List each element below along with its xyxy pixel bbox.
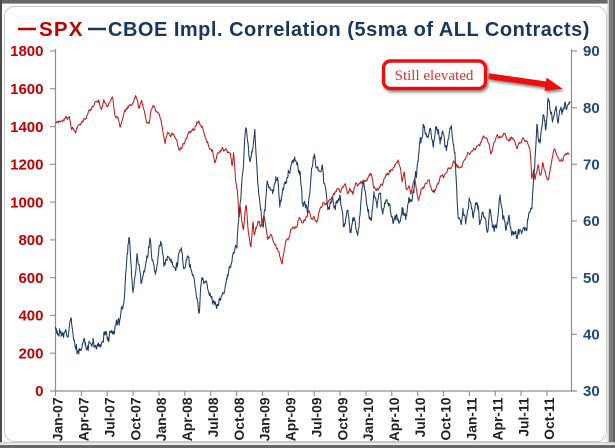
svg-text:Jul-08: Jul-08 (206, 397, 221, 437)
svg-text:50: 50 (583, 270, 600, 287)
svg-text:Jul-11: Jul-11 (516, 397, 531, 436)
svg-text:Oct-08: Oct-08 (232, 397, 247, 440)
svg-text:Jan-10: Jan-10 (361, 397, 376, 441)
svg-text:Oct-11: Oct-11 (542, 397, 557, 440)
svg-text:Jul-10: Jul-10 (413, 397, 428, 437)
svg-text:Apr-11: Apr-11 (491, 397, 506, 440)
svg-text:1000: 1000 (10, 194, 43, 211)
svg-text:Apr-08: Apr-08 (180, 397, 195, 441)
svg-text:0: 0 (35, 383, 43, 400)
svg-text:Oct-10: Oct-10 (439, 397, 454, 440)
svg-text:Apr-07: Apr-07 (77, 397, 92, 441)
svg-text:Oct-07: Oct-07 (128, 397, 143, 440)
svg-text:1600: 1600 (10, 81, 43, 98)
svg-text:800: 800 (18, 232, 43, 249)
svg-text:70: 70 (583, 157, 600, 174)
svg-text:Oct-09: Oct-09 (335, 397, 350, 440)
svg-text:80: 80 (583, 100, 600, 117)
svg-text:Apr-09: Apr-09 (284, 397, 299, 441)
svg-text:60: 60 (583, 213, 600, 230)
svg-text:600: 600 (18, 270, 43, 287)
svg-text:Jan-08: Jan-08 (154, 397, 169, 441)
svg-text:30: 30 (583, 383, 600, 400)
svg-text:1200: 1200 (10, 157, 43, 174)
svg-text:SPX: SPX (39, 18, 84, 41)
svg-text:Jul-07: Jul-07 (102, 397, 117, 437)
svg-text:Apr-10: Apr-10 (387, 397, 402, 441)
svg-text:40: 40 (583, 327, 600, 344)
svg-text:Jan-07: Jan-07 (51, 397, 66, 441)
svg-text:Jan-11: Jan-11 (465, 397, 480, 440)
svg-text:200: 200 (18, 345, 43, 362)
svg-text:Jan-09: Jan-09 (258, 397, 273, 441)
svg-text:90: 90 (583, 43, 600, 60)
svg-text:Jul-09: Jul-09 (309, 397, 324, 437)
svg-text:Still elevated: Still elevated (395, 68, 474, 84)
svg-text:1800: 1800 (10, 43, 43, 60)
svg-text:400: 400 (18, 308, 43, 325)
svg-text:CBOE Impl. Correlation (5sma o: CBOE Impl. Correlation (5sma of ALL Cont… (108, 19, 590, 41)
svg-text:1400: 1400 (10, 119, 43, 136)
